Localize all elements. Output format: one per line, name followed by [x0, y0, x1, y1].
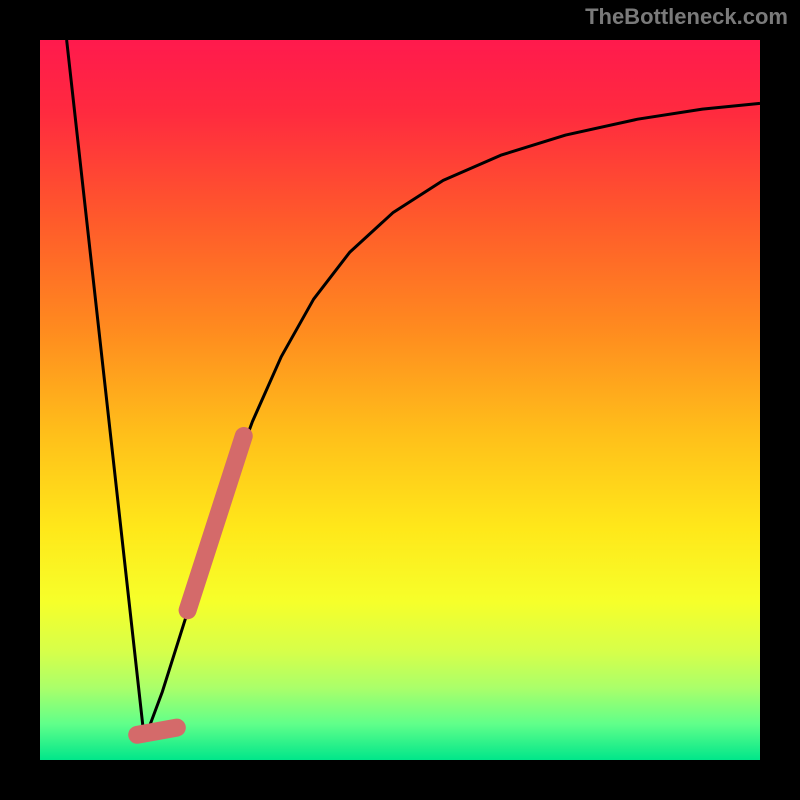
- watermark-label: TheBottleneck.com: [585, 4, 788, 30]
- chart-svg: [0, 0, 800, 800]
- gradient-background: [40, 40, 760, 760]
- highlight-bottom-segment: [137, 728, 177, 735]
- chart-container: TheBottleneck.com: [0, 0, 800, 800]
